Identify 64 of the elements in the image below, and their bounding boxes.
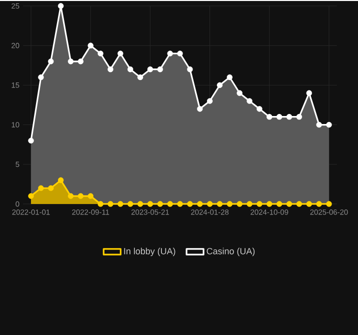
point bbox=[226, 201, 233, 207]
point bbox=[296, 201, 302, 207]
legend-label: In lobby (UA) bbox=[124, 248, 176, 256]
point bbox=[127, 66, 134, 72]
point bbox=[147, 66, 154, 72]
point bbox=[177, 50, 183, 56]
point bbox=[118, 201, 124, 207]
point bbox=[197, 201, 203, 207]
point bbox=[167, 50, 173, 56]
point bbox=[286, 114, 292, 120]
point bbox=[98, 50, 104, 56]
point bbox=[48, 185, 54, 191]
point bbox=[98, 201, 104, 207]
point bbox=[177, 201, 183, 207]
point bbox=[256, 106, 262, 112]
point bbox=[316, 201, 322, 207]
point bbox=[226, 74, 233, 80]
point bbox=[266, 201, 272, 207]
point bbox=[68, 58, 74, 64]
point bbox=[78, 58, 84, 64]
point bbox=[206, 98, 213, 104]
point bbox=[58, 177, 64, 184]
point bbox=[88, 42, 94, 48]
point bbox=[88, 193, 94, 199]
point bbox=[276, 114, 282, 120]
point bbox=[58, 3, 64, 9]
point bbox=[78, 193, 84, 199]
point bbox=[216, 201, 223, 207]
point bbox=[216, 82, 223, 88]
point bbox=[68, 193, 74, 199]
point bbox=[246, 98, 252, 104]
point bbox=[276, 201, 282, 207]
point bbox=[266, 114, 272, 120]
point bbox=[38, 74, 44, 80]
point bbox=[316, 122, 322, 128]
point bbox=[108, 66, 114, 72]
point bbox=[206, 201, 213, 207]
point bbox=[187, 201, 193, 207]
point bbox=[157, 66, 163, 72]
point bbox=[108, 201, 114, 207]
point bbox=[236, 201, 242, 207]
point bbox=[137, 201, 144, 207]
point bbox=[28, 138, 34, 144]
point bbox=[326, 122, 332, 128]
point bbox=[246, 201, 252, 207]
point bbox=[127, 201, 134, 207]
point bbox=[286, 201, 292, 207]
point bbox=[306, 201, 312, 207]
point bbox=[306, 90, 312, 96]
point bbox=[157, 201, 163, 207]
point bbox=[48, 58, 54, 64]
point bbox=[256, 201, 262, 207]
point bbox=[118, 50, 124, 56]
point bbox=[326, 201, 332, 207]
point bbox=[296, 114, 302, 120]
point bbox=[147, 201, 154, 207]
point bbox=[167, 201, 173, 207]
legend-label: Casino (UA) bbox=[206, 248, 255, 256]
point bbox=[236, 90, 242, 96]
point bbox=[197, 106, 203, 112]
point bbox=[137, 74, 144, 80]
point bbox=[38, 185, 44, 191]
point bbox=[28, 193, 34, 199]
point bbox=[187, 66, 193, 72]
